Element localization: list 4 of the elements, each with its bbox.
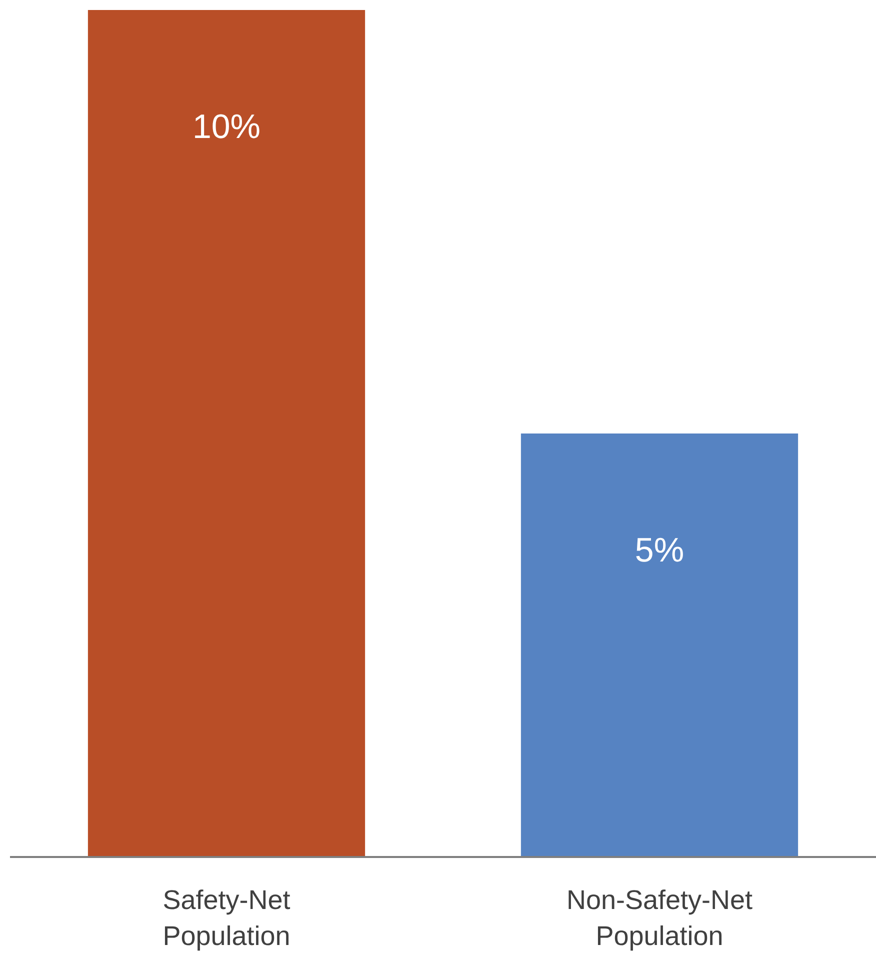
x-tick-label: Non-Safety-Net Population [566, 885, 754, 951]
data-label: 10% [192, 108, 261, 146]
data-label: 5% [634, 532, 684, 570]
x-tick-label: Safety-Net Population [162, 885, 291, 951]
